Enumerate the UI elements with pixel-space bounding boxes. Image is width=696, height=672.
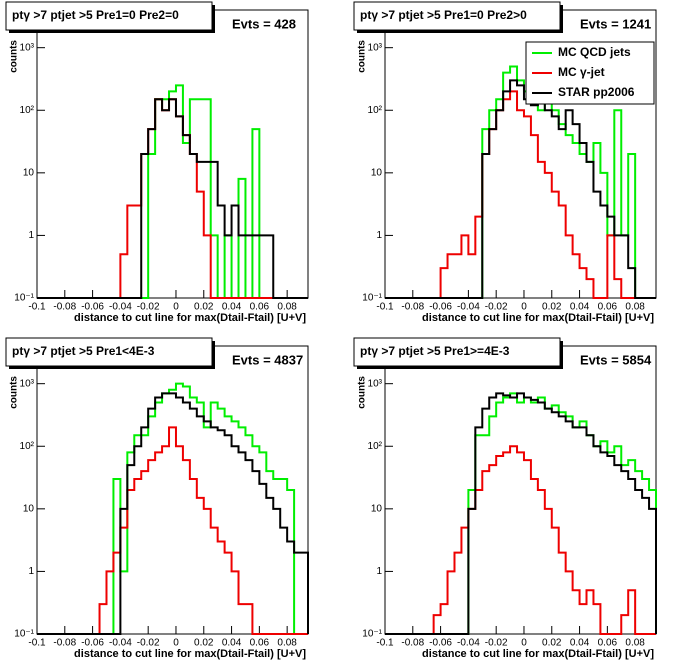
panel: -0.1 -0.08 -0.06 -0.04 -0.02 0 0.02 0.04 0.06 0.0… <box>5 1 309 324</box>
x-tick-label: -0.06 <box>429 638 452 649</box>
panel-title: ptγ >7 ptjet >5 Pre1=0 Pre2>0 <box>360 8 527 22</box>
y-tick-label: 10³ <box>368 378 383 389</box>
x-tick-label: 0.08 <box>625 302 645 313</box>
y-tick-label: 1 <box>376 230 382 241</box>
title-box <box>5 337 213 367</box>
legend-label: MC γ-jet <box>558 65 605 79</box>
x-axis-label: distance to cut line for max(Dtail-Ftail… <box>74 648 306 660</box>
x-tick-label: -0.02 <box>137 638 160 649</box>
title-box <box>353 1 561 31</box>
y-tick-label: 1 <box>376 566 382 577</box>
histogram-line <box>37 426 308 635</box>
y-tick-label: 10² <box>20 105 35 116</box>
x-tick-label: 0.08 <box>277 302 297 313</box>
x-tick-label: 0.02 <box>542 638 562 649</box>
y-tick-label: 10³ <box>20 42 35 53</box>
y-tick-label: 1 <box>28 566 34 577</box>
panel: -0.1 -0.08 -0.06 -0.04 -0.02 0 0.02 0.04 0.06 0.0… <box>353 337 657 660</box>
y-tick-label: 10³ <box>20 378 35 389</box>
plot-frame <box>384 345 657 635</box>
title-box <box>5 1 213 31</box>
x-tick-label: 0.08 <box>277 638 297 649</box>
y-axis-label: counts <box>9 40 20 73</box>
x-tick-label: 0.02 <box>542 302 562 313</box>
legend-label: STAR pp2006 <box>558 85 635 99</box>
y-tick-label: 10 <box>23 167 35 178</box>
histogram-line <box>37 392 309 635</box>
x-tick-label: 0 <box>173 302 179 313</box>
x-tick-label: 0.06 <box>598 302 618 313</box>
title-box <box>353 337 561 367</box>
histogram-line <box>385 392 657 635</box>
y-axis-label: counts <box>9 376 20 409</box>
x-tick-label: -0.02 <box>137 302 160 313</box>
histogram-line <box>37 98 308 299</box>
y-axis-label: counts <box>357 376 368 409</box>
x-tick-label: -0.06 <box>81 638 104 649</box>
events-annotation: Evts = 4837 <box>232 352 303 367</box>
y-tick-label: 10⁻¹ <box>14 293 34 304</box>
x-tick-label: 0.06 <box>250 302 270 313</box>
y-tick-label: 10⁻¹ <box>362 293 382 304</box>
legend-label: MC QCD jets <box>558 45 631 59</box>
x-tick-label: -0.1 <box>28 638 46 649</box>
histogram-line <box>385 445 656 635</box>
x-tick-label: -0.04 <box>109 302 132 313</box>
x-tick-label: -0.1 <box>28 302 46 313</box>
y-tick-label: 10² <box>368 105 383 116</box>
x-tick-label: 0.04 <box>570 638 590 649</box>
x-tick-label: -0.06 <box>429 302 452 313</box>
events-annotation: Evts = 428 <box>232 16 296 31</box>
x-tick-label: -0.08 <box>401 638 424 649</box>
y-tick-label: 10⁻¹ <box>14 629 34 640</box>
x-tick-label: 0 <box>521 638 527 649</box>
x-tick-label: -0.04 <box>457 638 480 649</box>
x-tick-label: 0 <box>173 638 179 649</box>
x-tick-label: 0.04 <box>222 302 242 313</box>
x-tick-label: -0.02 <box>485 638 508 649</box>
events-annotation: Evts = 1241 <box>580 16 651 31</box>
histogram-line <box>385 90 656 299</box>
x-tick-label: 0.02 <box>194 302 214 313</box>
x-axis-label: distance to cut line for max(Dtail-Ftail… <box>422 312 654 324</box>
x-tick-label: 0.04 <box>222 638 242 649</box>
y-tick-label: 10³ <box>368 42 383 53</box>
x-tick-label: -0.06 <box>81 302 104 313</box>
plot-frame <box>36 9 309 299</box>
events-annotation: Evts = 5854 <box>580 352 652 367</box>
x-axis-label: distance to cut line for max(Dtail-Ftail… <box>422 648 654 660</box>
x-tick-label: -0.04 <box>457 302 480 313</box>
x-tick-label: 0.06 <box>250 638 270 649</box>
x-tick-label: 0 <box>521 302 527 313</box>
x-tick-label: -0.08 <box>53 302 76 313</box>
panel: -0.1 -0.08 -0.06 -0.04 -0.02 0 0.02 0.04 0.06 0.0… <box>5 337 309 660</box>
x-tick-label: -0.02 <box>485 302 508 313</box>
x-tick-label: -0.08 <box>53 638 76 649</box>
x-axis-label: distance to cut line for max(Dtail-Ftail… <box>74 312 306 324</box>
x-tick-label: 0.02 <box>194 638 214 649</box>
x-tick-label: 0.06 <box>598 638 618 649</box>
panel-title: ptγ >7 ptjet >5 Pre1<4E-3 <box>12 344 155 358</box>
y-tick-label: 10 <box>371 167 383 178</box>
y-tick-label: 10² <box>368 441 383 452</box>
x-tick-label: -0.1 <box>376 302 394 313</box>
x-tick-label: 0.08 <box>625 638 645 649</box>
panel-title: ptγ >7 ptjet >5 Pre1>=4E-3 <box>360 344 510 358</box>
panel: -0.1 -0.08 -0.06 -0.04 -0.02 0 0.02 0.04 0.06 0.0… <box>353 1 657 324</box>
y-axis-label: counts <box>357 40 368 73</box>
panel-title: ptγ >7 ptjet >5 Pre1=0 Pre2=0 <box>12 8 179 22</box>
x-tick-label: 0.04 <box>570 302 590 313</box>
x-tick-label: -0.1 <box>376 638 394 649</box>
x-tick-label: -0.08 <box>401 302 424 313</box>
y-tick-label: 1 <box>28 230 34 241</box>
y-tick-label: 10 <box>23 503 35 514</box>
y-tick-label: 10⁻¹ <box>362 629 382 640</box>
y-tick-label: 10² <box>20 441 35 452</box>
x-tick-label: -0.04 <box>109 638 132 649</box>
y-tick-label: 10 <box>371 503 383 514</box>
